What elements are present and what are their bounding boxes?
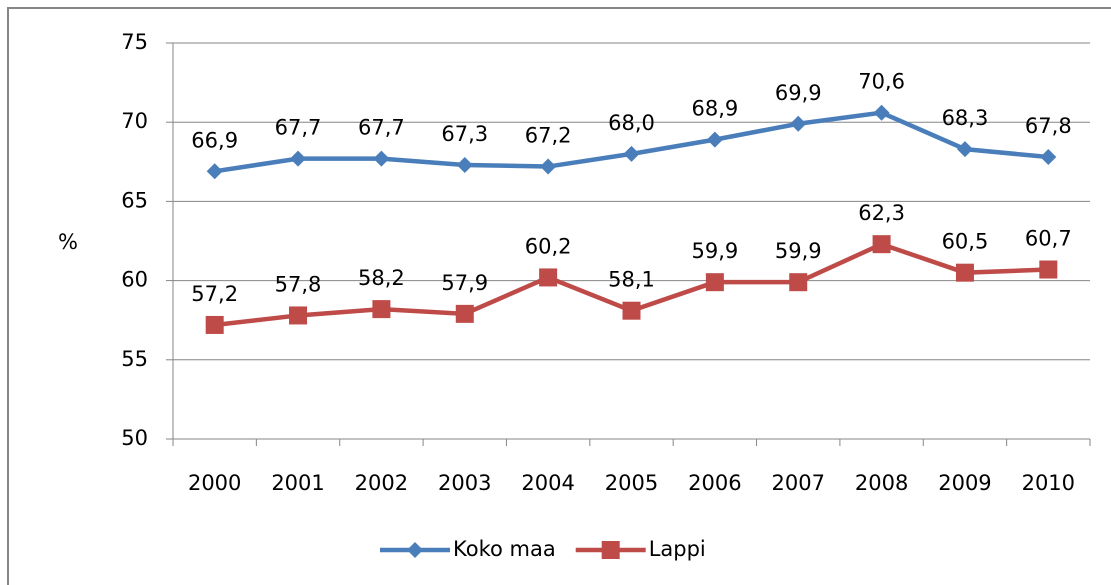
data-label: 60,2 [525,234,572,258]
data-point [789,273,808,292]
data-label: 57,8 [275,272,322,296]
chart-frame [7,7,1111,585]
data-label: 67,8 [1025,114,1072,138]
data-label: 60,5 [942,230,989,254]
data-point [373,150,390,167]
x-tick-label: 2000 [188,471,241,495]
data-point [790,115,807,132]
data-point [289,306,308,325]
y-tick-label: 65 [121,188,148,212]
data-label: 60,7 [1025,227,1072,251]
data-point [955,263,974,282]
data-point [705,273,724,292]
data-point [623,145,640,162]
y-tick-label: 50 [121,426,148,450]
data-label: 62,3 [858,201,905,225]
data-label: 68,3 [942,106,989,130]
x-tick-label: 2010 [1022,471,1075,495]
data-point [456,156,473,173]
data-point [872,235,891,254]
data-label: 57,2 [191,282,238,306]
data-point [290,150,307,167]
data-point [540,158,557,175]
x-tick-label: 2002 [355,471,408,495]
data-label: 67,2 [525,124,572,148]
legend-label: Lappi [649,537,706,561]
data-label: 58,1 [608,268,655,292]
x-tick-label: 2001 [271,471,324,495]
x-tick-label: 2008 [855,471,908,495]
data-point [372,300,391,319]
data-point [706,131,723,148]
data-point [1039,260,1058,279]
data-label: 58,2 [358,266,405,290]
data-label: 70,6 [858,70,905,94]
data-label: 68,9 [691,97,738,121]
legend-marker [601,541,620,559]
legend-label: Koko maa [453,537,556,561]
x-tick-label: 2003 [438,471,491,495]
data-label: 67,7 [275,116,322,140]
legend-marker [407,542,423,558]
data-label: 59,9 [691,239,738,263]
y-tick-label: 75 [121,30,148,54]
x-tick-label: 2007 [772,471,825,495]
data-point [622,301,641,320]
y-tick-label: 70 [121,109,148,133]
data-point [956,141,973,158]
data-label: 69,9 [775,81,822,105]
data-point [873,104,890,121]
data-label: 67,7 [358,116,405,140]
data-label: 67,3 [441,122,488,146]
y-tick-label: 55 [121,347,148,371]
data-point [1040,149,1057,166]
data-point [206,163,223,180]
data-point [205,315,224,334]
data-label: 59,9 [775,239,822,263]
data-label: 57,9 [441,271,488,295]
data-point [455,304,474,323]
x-tick-label: 2009 [938,471,991,495]
data-label: 68,0 [608,111,655,135]
y-tick-label: 60 [121,268,148,292]
y-axis-label: % [58,230,78,254]
data-label: 66,9 [191,128,238,152]
data-point [539,268,558,287]
x-tick-label: 2006 [688,471,741,495]
x-tick-label: 2005 [605,471,658,495]
x-tick-label: 2004 [521,471,574,495]
